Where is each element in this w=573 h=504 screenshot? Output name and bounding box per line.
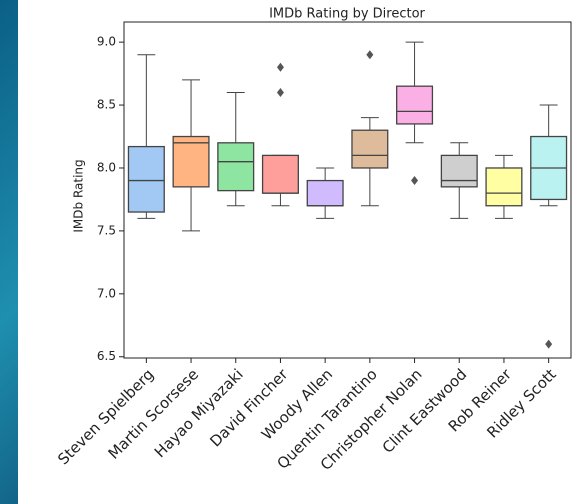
y-tick-label: 8.0 [97, 160, 116, 174]
outlier [366, 50, 374, 60]
box [396, 85, 434, 125]
box [172, 135, 210, 188]
box [306, 179, 344, 207]
box [351, 129, 389, 169]
y-tick-label: 9.0 [97, 35, 116, 49]
chart-title: IMDb Rating by Director [269, 7, 425, 22]
y-tick-label: 7.5 [97, 223, 116, 237]
box [485, 167, 523, 207]
y-tick-label: 7.0 [97, 286, 116, 300]
y-tick-label: 8.5 [97, 98, 116, 112]
panel [18, 0, 573, 504]
outlier [545, 339, 553, 349]
y-axis-label: IMDb Rating [72, 159, 86, 232]
box [440, 154, 478, 188]
box [127, 145, 165, 213]
y-tick-label: 6.5 [97, 349, 116, 363]
box [217, 142, 255, 192]
outlier [276, 87, 284, 97]
outlier [276, 62, 284, 72]
box [261, 154, 299, 194]
outlier [411, 176, 419, 186]
plot-frame [123, 21, 572, 359]
